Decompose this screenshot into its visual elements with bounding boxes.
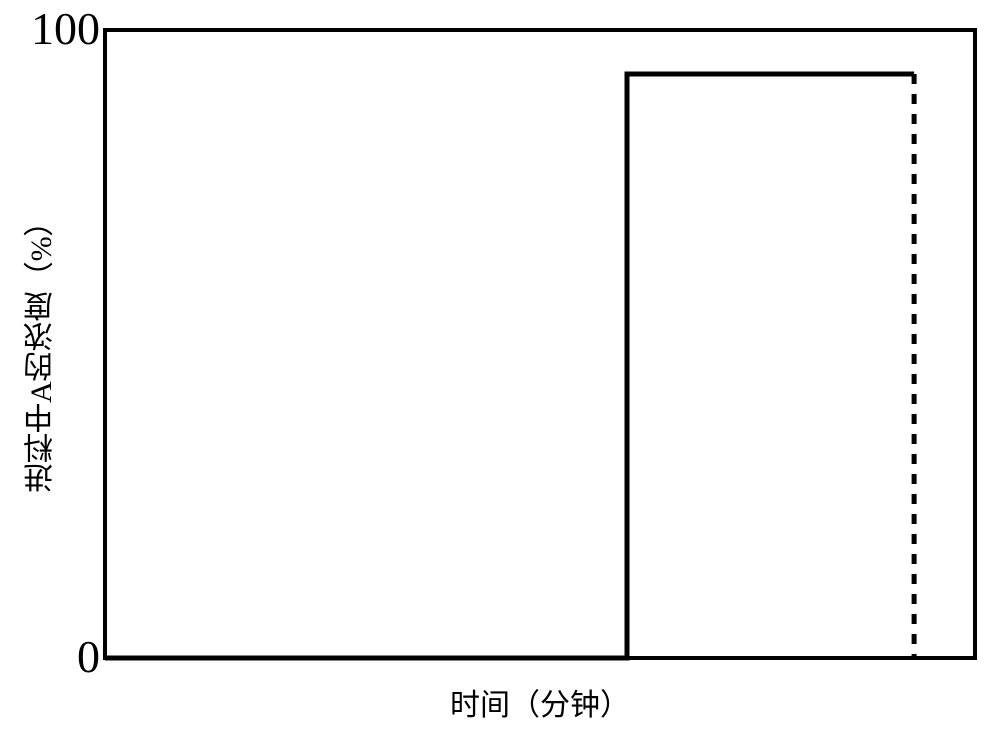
ytick-label-0: 0 — [60, 630, 100, 683]
ytick-label-100: 100 — [10, 2, 100, 55]
x-axis-label: 时间（分钟） — [300, 680, 780, 724]
chart-container: 100 0 进料中A的浓度（%） 时间（分钟） — [0, 0, 1000, 737]
y-axis-label: 进料中A的浓度（%） — [20, 160, 64, 540]
axis-box — [105, 30, 975, 658]
plot-svg — [0, 0, 1000, 737]
step-line — [105, 74, 914, 658]
